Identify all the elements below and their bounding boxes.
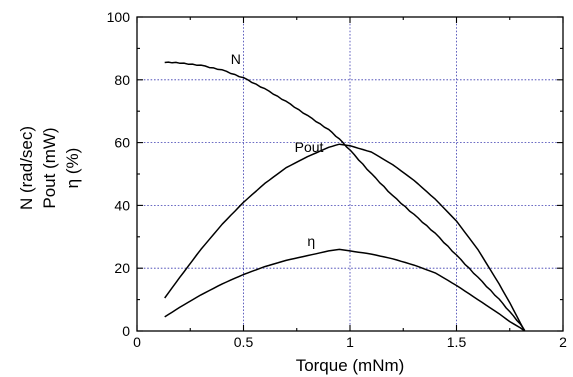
y-axis-title-line: η (%) [63,148,82,189]
x-tick-labels: 0 0.5 1 1.5 2 [133,334,567,350]
y-axis-title-line: Pout (mW) [40,127,59,208]
x-tick-label: 0 [133,334,141,350]
x-tick-label: 0.5 [234,334,254,350]
y-tick-label: 60 [114,135,130,151]
y-tick-labels: 0 20 40 60 80 100 [107,9,131,339]
series-label: η [307,233,315,249]
y-axis-title-line: N (rad/sec) [17,126,36,210]
axis-ticks [136,16,564,332]
series-label: Pout [295,139,324,155]
y-tick-label: 100 [107,9,131,25]
series-labels: N Pout η [231,51,324,249]
grid [137,17,563,331]
series-line-1 [164,61,526,331]
y-axis-title: N (rad/sec) Pout (mW) η (%) [17,126,82,210]
y-tick-label: 80 [114,72,130,88]
y-tick-label: 20 [114,260,130,276]
series-label: N [231,51,241,67]
y-tick-label: 40 [114,197,130,213]
series-line-2 [164,143,526,332]
series-line-3 [164,248,526,332]
series-lines [164,61,526,332]
x-tick-label: 1.5 [447,334,467,350]
x-tick-label: 2 [559,334,567,350]
x-axis-title: Torque (mNm) [296,356,405,375]
x-tick-label: 1 [346,334,354,350]
y-tick-label: 0 [122,323,130,339]
